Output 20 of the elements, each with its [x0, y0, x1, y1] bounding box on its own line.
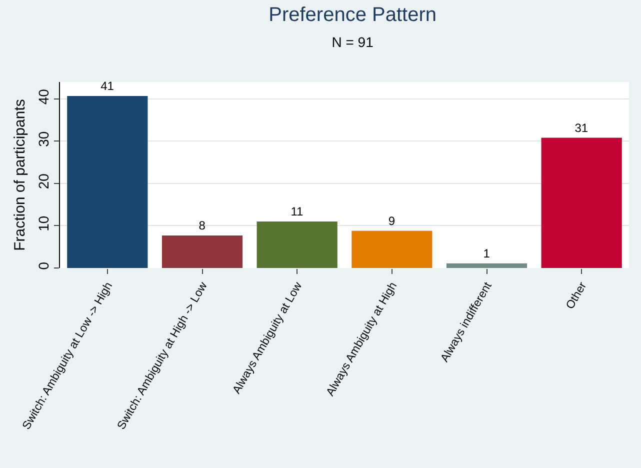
- data-label: 9: [388, 214, 396, 228]
- y-tick-label: 40: [35, 88, 52, 105]
- bar: [446, 263, 528, 268]
- y-tick-label: 0: [35, 262, 52, 270]
- bar: [352, 230, 432, 268]
- bar: [162, 235, 243, 268]
- data-label: 1: [483, 246, 490, 260]
- y-axis-title: Fraction of participants: [12, 99, 29, 251]
- bar: [541, 138, 622, 268]
- bar: [256, 222, 338, 268]
- data-label: 31: [574, 120, 588, 135]
- y-tick-label: 20: [35, 173, 52, 190]
- bar: [67, 96, 148, 268]
- chart-title: Preference Pattern: [268, 4, 436, 26]
- data-label: 41: [100, 78, 114, 93]
- y-tick-label: 30: [35, 131, 52, 147]
- y-tick-label: 10: [35, 216, 52, 232]
- data-label: 8: [198, 218, 206, 232]
- data-label: 11: [290, 204, 304, 218]
- chart-subtitle: N = 91: [332, 34, 374, 50]
